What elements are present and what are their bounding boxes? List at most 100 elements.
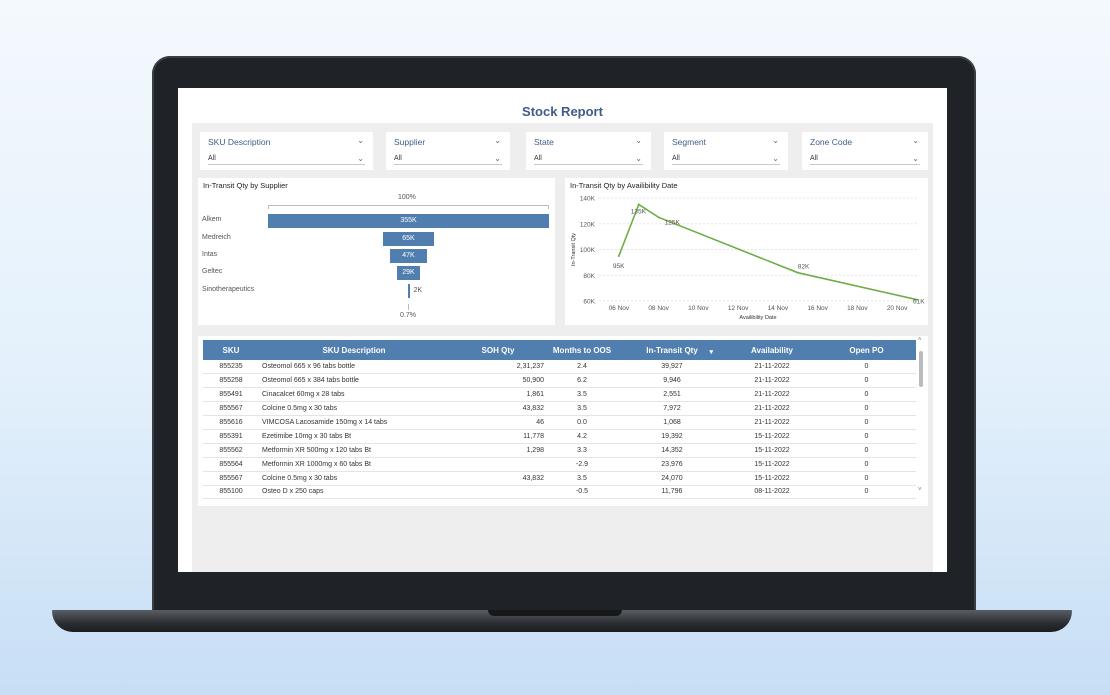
scrollbar-thumb[interactable] [919, 351, 923, 387]
table-cell: 0 [817, 415, 916, 430]
table-row[interactable]: 855491 Cinacalcet 60mg x 28 tabs 1,861 3.5 2… [203, 387, 916, 403]
column-header[interactable]: SOH Qty [449, 340, 547, 360]
table-cell: 3.5 [547, 387, 617, 403]
data-point [617, 254, 620, 257]
slicer-value[interactable]: All ⌄ [394, 154, 502, 165]
chevron-down-icon[interactable]: ⌄ [357, 136, 364, 145]
table-row[interactable]: 855564 Metformin XR 1000mg x 60 tabs Bt -2… [203, 457, 916, 472]
funnel-bottom-pct: 0.7% [400, 312, 416, 319]
column-header[interactable]: SKU [203, 340, 259, 360]
column-header[interactable]: Open PO [817, 340, 916, 360]
chevron-down-icon: ⌄ [772, 154, 779, 163]
slicer-supplier[interactable]: Supplier ⌄ All ⌄ [386, 132, 510, 170]
page-title: Stock Report [522, 104, 603, 119]
report-screen: Stock Report SKU Description ⌄ All ⌄ Supp… [178, 88, 947, 572]
column-header[interactable]: Availability [727, 340, 817, 360]
table-cell: 21-11-2022 [727, 360, 817, 375]
funnel-top-pct: 100% [398, 194, 416, 201]
table-cell: 11,778 [449, 429, 547, 444]
scroll-down-icon[interactable]: ˅ [918, 487, 922, 493]
slicer-zone-code[interactable]: Zone Code ⌄ All ⌄ [802, 132, 928, 170]
table-cell: 15-11-2022 [727, 471, 817, 486]
chevron-down-icon[interactable]: ⌄ [912, 136, 919, 145]
table-cell: 2,31,237 [449, 360, 547, 375]
y-tick-label: 100K [580, 247, 596, 254]
table-cell [449, 485, 547, 500]
table-row[interactable]: 855235 Osteomol 665 x 96 tabs bottle 2,31,… [203, 360, 916, 375]
funnel-bar[interactable]: 355K [268, 214, 549, 228]
x-tick-label: 06 Nov [609, 305, 630, 312]
table-cell: 0 [817, 485, 916, 500]
chevron-down-icon[interactable]: ⌄ [635, 136, 642, 145]
table-cell: 23,976 [617, 457, 727, 472]
chevron-down-icon: ⌄ [494, 154, 501, 163]
funnel-title: In-Transit Qty by Supplier [203, 181, 288, 190]
table-cell: 855562 [203, 443, 259, 458]
column-header[interactable]: Months to OOS [547, 340, 617, 360]
table-cell: 08-11-2022 [727, 485, 817, 500]
table-row[interactable]: 855391 Ezetimibe 10mg x 30 tabs Bt 11,778 4… [203, 429, 916, 444]
data-label: 125K [665, 219, 681, 226]
stock-table: SKU SKU Description SOH Qty Months to OOS In… [203, 340, 916, 500]
data-label: 61K [913, 299, 925, 306]
data-label: 95K [613, 263, 625, 270]
slicer-label: State [534, 137, 554, 147]
sort-desc-icon[interactable]: ▾ [709, 349, 713, 356]
chevron-down-icon[interactable]: ⌄ [772, 136, 779, 145]
table-cell: 855564 [203, 457, 259, 472]
slicer-sku-description[interactable]: SKU Description ⌄ All ⌄ [200, 132, 373, 170]
table-cell: -0.5 [547, 485, 617, 500]
table-cell: 43,832 [449, 401, 547, 417]
table-cell: 21-11-2022 [727, 373, 817, 389]
x-tick-label: 08 Nov [648, 305, 669, 312]
x-tick-label: 14 Nov [768, 305, 789, 312]
table-cell: 4.2 [547, 429, 617, 444]
column-header[interactable]: SKU Description [259, 340, 449, 360]
x-tick-label: 20 Nov [887, 305, 908, 312]
y-tick-label: 140K [580, 196, 596, 203]
table-cell: -2.9 [547, 457, 617, 472]
table-cell: 855567 [203, 401, 259, 417]
chevron-down-icon[interactable]: ⌄ [494, 136, 501, 145]
slicer-segment[interactable]: Segment ⌄ All ⌄ [664, 132, 788, 170]
table-row[interactable]: 855567 Colcine 0.5mg x 30 tabs 43,832 3.5 24… [203, 471, 916, 486]
slicer-value[interactable]: All ⌄ [534, 154, 643, 165]
table-cell: 0.0 [547, 415, 617, 430]
scroll-up-icon[interactable]: ˄ [918, 337, 922, 343]
table-row[interactable]: 855258 Osteomol 665 x 384 tabs bottle 50,9… [203, 373, 916, 389]
table-row[interactable]: 855616 VIMCOSA Lacosamide 150mg x 14 tabs… [203, 415, 916, 430]
x-tick-label: 10 Nov [688, 305, 709, 312]
table-row[interactable]: 855562 Metformin XR 500mg x 120 tabs Bt 1,… [203, 443, 916, 458]
funnel-label: Geltec [202, 268, 223, 275]
column-header[interactable]: In-Transit Qty ▾ [617, 340, 727, 360]
laptop-notch [488, 610, 622, 616]
table-cell: 11,796 [617, 485, 727, 500]
table-cell: 9,946 [617, 373, 727, 389]
y-tick-label: 120K [580, 221, 596, 228]
table-cell: 855258 [203, 373, 259, 389]
table-cell: 15-11-2022 [727, 457, 817, 472]
table-row[interactable]: 855100 Osteo D x 250 caps -0.5 11,796 08-11-… [203, 485, 916, 500]
y-tick-label: 80K [583, 273, 595, 280]
line-chart: 60K 80K 100K 120K 140K 06 Nov 08 Nov 10 Nov 12 N… [571, 196, 925, 322]
slicer-value[interactable]: All ⌄ [208, 154, 365, 165]
table-cell: 21-11-2022 [727, 415, 817, 430]
table-cell: 2,551 [617, 387, 727, 403]
funnel-bar[interactable]: 29K [397, 266, 420, 280]
y-tick-label: 60K [583, 299, 595, 306]
table-row[interactable]: 855567 Colcine 0.5mg x 30 tabs 43,832 3.5 7,… [203, 401, 916, 417]
funnel-label: Medreich [202, 234, 231, 241]
slicer-state[interactable]: State ⌄ All ⌄ [526, 132, 651, 170]
table-cell: Colcine 0.5mg x 30 tabs [259, 471, 449, 486]
table-scrollbar[interactable]: ˄ ˅ [918, 337, 923, 493]
slicer-value[interactable]: All ⌄ [672, 154, 780, 165]
table-cell: 6.2 [547, 373, 617, 389]
table-cell: 855391 [203, 429, 259, 444]
table-cell: 0 [817, 387, 916, 403]
funnel-bar[interactable] [407, 284, 410, 298]
table-cell: 0 [817, 401, 916, 417]
table-cell: 1,068 [617, 415, 727, 430]
slicer-value[interactable]: All ⌄ [810, 154, 920, 165]
funnel-bar[interactable]: 65K [382, 232, 435, 246]
funnel-bar[interactable]: 47K [389, 249, 428, 263]
